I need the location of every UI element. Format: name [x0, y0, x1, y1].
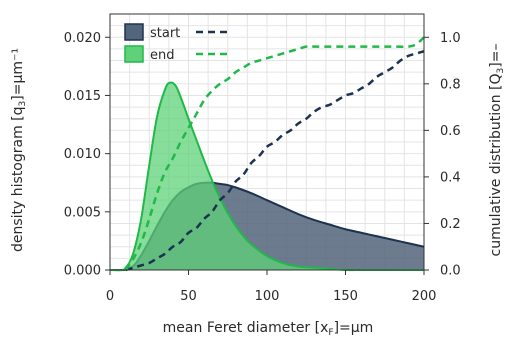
y-left-tick-label: 0.015	[64, 89, 101, 104]
y-right-tick-label: 0.4	[440, 170, 461, 185]
y-left-tick-label: 0.020	[64, 31, 101, 46]
legend-label-start: start	[150, 26, 180, 41]
cumulative-line-end	[124, 36, 425, 271]
density-area-end	[110, 82, 424, 271]
x-tick-label: 0	[106, 289, 114, 304]
x-tick-label: 100	[255, 289, 280, 304]
legend-swatch-start	[124, 23, 144, 41]
x-tick-label: 150	[333, 289, 358, 304]
density-areas	[109, 81, 425, 272]
y-left-tick-label: 0.005	[64, 205, 101, 220]
x-axis-title: mean Feret diameter [xF]=µm	[163, 320, 374, 338]
y-axis-left-title: density histogram [q3]=µm⁻¹	[10, 48, 28, 252]
y-right-tick-label: 0.2	[440, 217, 461, 232]
y-right-tick-label: 0.8	[440, 77, 461, 92]
y-axis-right-title: cumulative distribution [Q3]=–	[488, 44, 506, 257]
cumulative-lines	[124, 36, 425, 272]
y-right-tick-label: 0.6	[440, 124, 461, 139]
legend: start end	[124, 23, 232, 63]
y-left-tick-label: 0.000	[64, 264, 101, 279]
y-left-tick-label: 0.010	[64, 147, 101, 162]
axis-ticks: 0 50 100 150 200 0.000 0.005 0.010 0.015 0.020 0.0…	[64, 31, 461, 304]
y-right-tick-label: 1.0	[440, 31, 461, 46]
legend-swatch-end	[124, 45, 144, 63]
legend-label-end: end	[150, 48, 175, 63]
y-right-tick-label: 0.0	[440, 264, 461, 279]
x-tick-label: 50	[180, 289, 197, 304]
x-tick-label: 200	[412, 289, 437, 304]
